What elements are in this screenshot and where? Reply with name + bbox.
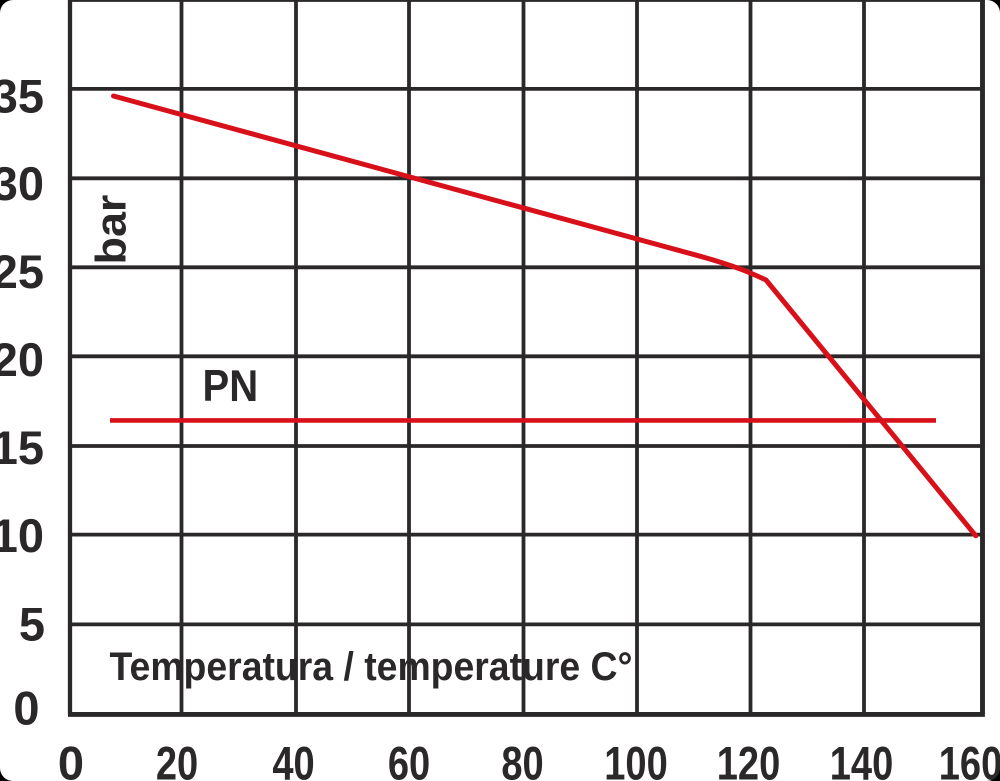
svg-text:10: 10 bbox=[0, 509, 44, 562]
svg-text:80: 80 bbox=[501, 738, 543, 781]
svg-text:0: 0 bbox=[58, 736, 84, 781]
svg-text:20: 20 bbox=[156, 738, 198, 781]
svg-text:100: 100 bbox=[604, 738, 667, 781]
svg-text:120: 120 bbox=[717, 738, 780, 781]
svg-text:Temperatura / temperature C°: Temperatura / temperature C° bbox=[110, 645, 633, 689]
svg-text:bar: bar bbox=[87, 195, 135, 265]
svg-text:140: 140 bbox=[830, 738, 893, 781]
svg-text:20: 20 bbox=[0, 333, 44, 386]
svg-text:35: 35 bbox=[0, 69, 44, 122]
svg-text:160: 160 bbox=[939, 738, 1000, 781]
svg-text:30: 30 bbox=[0, 157, 44, 210]
svg-text:60: 60 bbox=[388, 738, 430, 781]
svg-text:5: 5 bbox=[19, 597, 45, 650]
svg-text:15: 15 bbox=[0, 421, 44, 474]
svg-text:25: 25 bbox=[0, 245, 44, 298]
svg-text:0: 0 bbox=[13, 682, 39, 735]
svg-text:PN: PN bbox=[203, 361, 259, 410]
svg-text:40: 40 bbox=[272, 738, 314, 781]
